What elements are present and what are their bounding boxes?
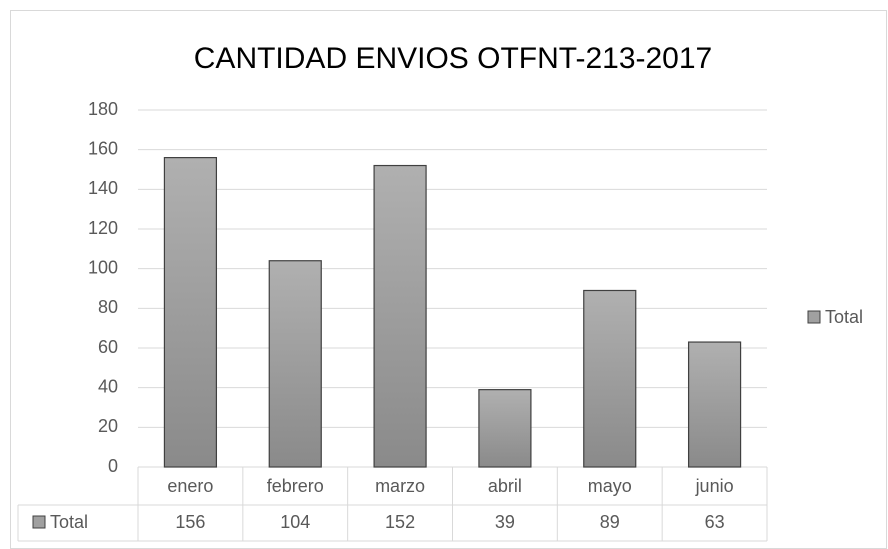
legend-label: Total bbox=[825, 307, 863, 327]
y-tick-label: 100 bbox=[88, 257, 118, 277]
table-value: 156 bbox=[175, 512, 205, 532]
x-tick-label: junio bbox=[695, 476, 734, 496]
table-value: 104 bbox=[280, 512, 310, 532]
y-tick-label: 40 bbox=[98, 376, 118, 396]
chart-border bbox=[10, 10, 887, 549]
bar bbox=[583, 289, 637, 468]
bar bbox=[687, 341, 742, 468]
table-legend-key bbox=[32, 515, 46, 529]
y-tick-label: 60 bbox=[98, 337, 118, 357]
bar bbox=[373, 164, 427, 468]
y-tick-label: 180 bbox=[88, 99, 118, 119]
y-tick-label: 80 bbox=[98, 297, 118, 317]
bar bbox=[268, 260, 322, 468]
chart-title: CANTIDAD ENVIOS OTFNT-213-2017 bbox=[194, 42, 712, 75]
x-tick-label: mayo bbox=[588, 476, 632, 496]
y-tick-label: 120 bbox=[88, 218, 118, 238]
table-row-label: Total bbox=[50, 512, 88, 532]
table-value: 39 bbox=[495, 512, 515, 532]
y-tick-label: 0 bbox=[108, 456, 118, 476]
table-value: 89 bbox=[600, 512, 620, 532]
bar bbox=[163, 157, 218, 468]
legend-key bbox=[807, 310, 821, 324]
x-tick-label: febrero bbox=[267, 476, 324, 496]
y-tick-label: 140 bbox=[88, 178, 118, 198]
bar bbox=[478, 389, 532, 468]
x-tick-label: abril bbox=[488, 476, 522, 496]
table-value: 152 bbox=[385, 512, 415, 532]
x-tick-label: enero bbox=[167, 476, 213, 496]
y-tick-label: 20 bbox=[98, 416, 118, 436]
table-value: 63 bbox=[705, 512, 725, 532]
y-tick-label: 160 bbox=[88, 138, 118, 158]
x-tick-label: marzo bbox=[375, 476, 425, 496]
